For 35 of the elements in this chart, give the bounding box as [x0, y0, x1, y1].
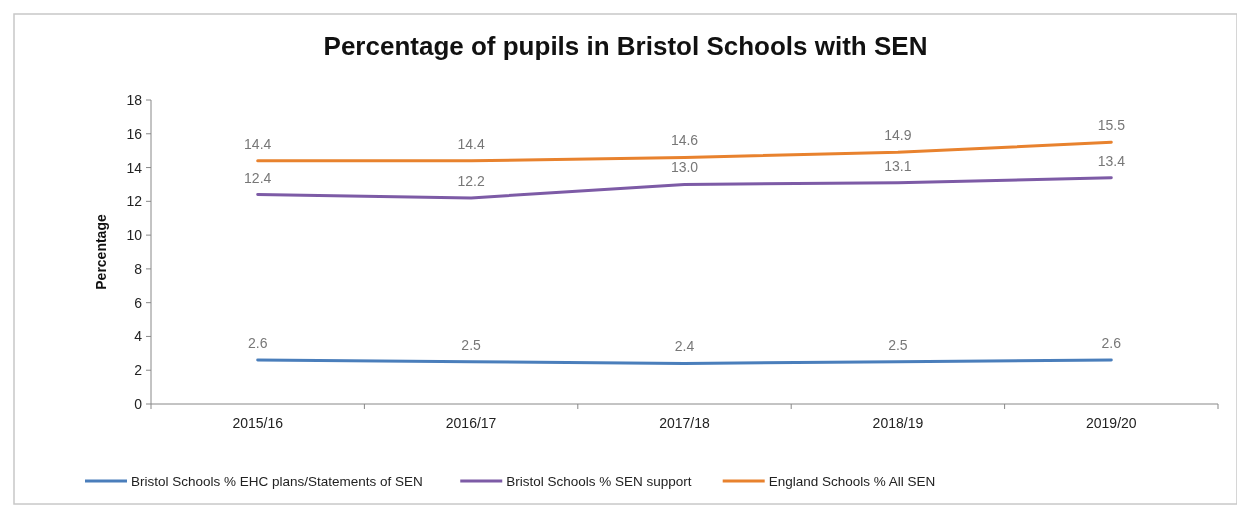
x-tick-label: 2018/19: [872, 415, 924, 431]
x-tick-label: 2017/18: [659, 415, 711, 431]
data-label: 14.4: [457, 135, 485, 152]
y-tick-label: 12: [126, 193, 143, 210]
data-label: 14.6: [670, 132, 699, 149]
data-label: 13.0: [670, 159, 699, 176]
data-label: 15.5: [1097, 117, 1126, 134]
x-tick-label: 2016/17: [445, 415, 497, 431]
y-tick-label: 4: [134, 328, 143, 345]
y-tick-label: 14: [126, 159, 143, 176]
x-tick-label: 2019/20: [1086, 415, 1137, 431]
legend-label: England Schools % All SEN: [768, 474, 936, 489]
data-label: 12.2: [457, 172, 485, 189]
data-label: 14.4: [244, 135, 272, 152]
data-label: 2.6: [247, 335, 268, 352]
y-tick-label: 8: [134, 260, 143, 277]
y-tick-label: 16: [126, 125, 143, 142]
chart-title: Percentage of pupils in Bristol Schools with SEN: [323, 31, 928, 61]
y-tick-label: 10: [126, 227, 143, 244]
data-label: 2.6: [1101, 335, 1122, 352]
data-label: 2.4: [674, 338, 695, 355]
y-tick-label: 18: [126, 92, 143, 108]
data-label: 12.4: [244, 169, 272, 186]
y-tick-label: 2: [134, 362, 143, 379]
data-label: 14.9: [884, 127, 912, 144]
legend-label: Bristol Schools % EHC plans/Statements of SEN: [131, 474, 423, 489]
x-tick-label: 2015/16: [232, 415, 284, 431]
data-label: 2.5: [461, 336, 482, 353]
data-label: 2.5: [888, 336, 908, 353]
data-label: 13.4: [1097, 152, 1126, 169]
y-tick-label: 6: [134, 294, 143, 311]
legend-label: Bristol Schools % SEN support: [506, 474, 692, 489]
y-tick-label: 0: [134, 396, 143, 412]
y-axis-title: Percentage: [93, 214, 109, 290]
data-label: 13.1: [884, 157, 912, 174]
